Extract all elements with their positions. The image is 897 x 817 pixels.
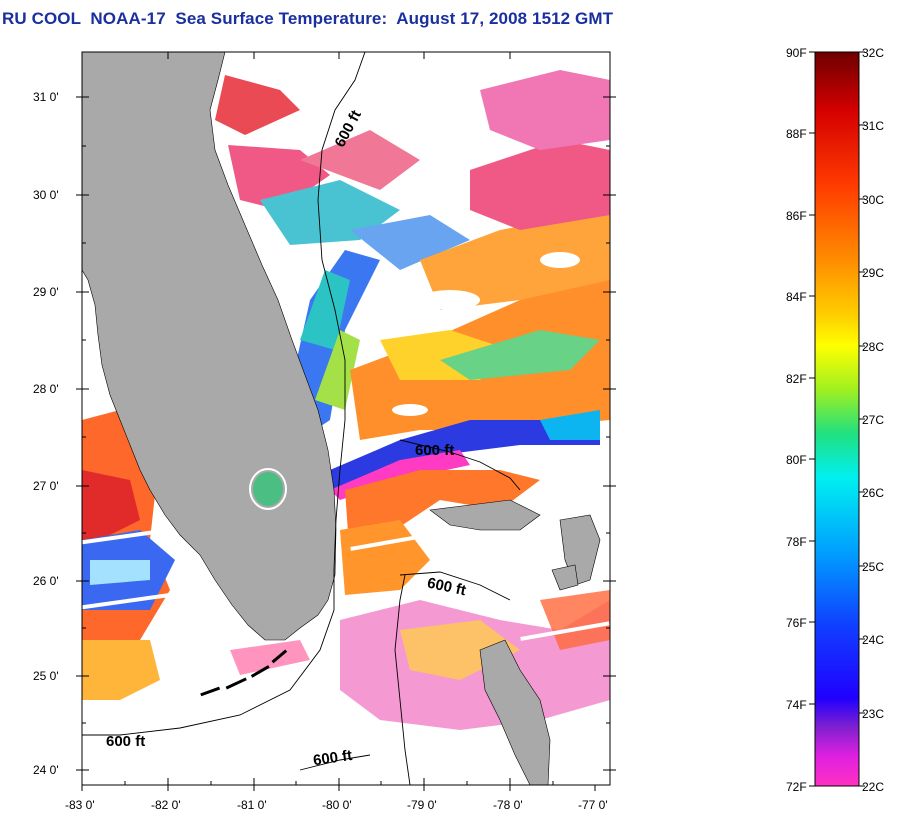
colorbar-c-label: 30C: [862, 193, 884, 207]
colorbar-c-labels: 32C 31C 30C 29C 28C 27C 26C 25C 24C 23C …: [862, 46, 884, 794]
colorbar-f-label: 84F: [786, 290, 807, 304]
florida-keys: [200, 649, 288, 697]
contour-label-gulfstream: 600 ft: [415, 442, 454, 459]
lat-label: 26 0': [33, 574, 59, 588]
lat-label: 24 0': [33, 763, 59, 777]
lon-label: -82 0': [151, 798, 181, 812]
colorbar-gradient: [814, 51, 860, 787]
colorbar-c-label: 32C: [862, 46, 884, 60]
lon-label: -80 0': [322, 798, 352, 812]
lon-label: -78 0': [493, 798, 523, 812]
lon-label: -77 0': [578, 798, 608, 812]
map-panel: [82, 52, 610, 785]
contour-label-south: 600 ft: [312, 747, 353, 769]
lon-label: -83 0': [65, 798, 95, 812]
colorbar-f-label: 72F: [786, 780, 807, 794]
page-title: RU COOL NOAA-17 Sea Surface Temperature:…: [2, 9, 614, 28]
colorbar-c-label: 28C: [862, 340, 884, 354]
colorbar-c-label: 27C: [862, 413, 884, 427]
isobath-600ft: [82, 52, 521, 785]
colorbar-c-label: 24C: [862, 633, 884, 647]
colorbar-f-label: 90F: [786, 46, 807, 60]
map-frame: [81, 51, 611, 786]
colorbar-f-label: 74F: [786, 698, 807, 712]
cloud-gaps: [82, 252, 610, 641]
colorbar-c-label: 25C: [862, 560, 884, 574]
colorbar-c-label: 31C: [862, 119, 884, 133]
lat-labels: 31 0' 30 0' 29 0' 28 0' 27 0' 26 0' 25 0…: [33, 90, 59, 777]
colorbar: 90F 88F 86F 84F 82F 80F 78F 76F 74F 72F …: [786, 46, 884, 794]
colorbar-c-label: 29C: [862, 266, 884, 280]
contour-label-southwest: 600 ft: [106, 733, 145, 750]
colorbar-f-label: 86F: [786, 209, 807, 223]
lat-label: 28 0': [33, 382, 59, 396]
colorbar-c-label: 23C: [862, 707, 884, 721]
colorbar-f-label: 88F: [786, 127, 807, 141]
lat-label: 27 0': [33, 479, 59, 493]
colorbar-c-label: 22C: [862, 780, 884, 794]
axis-ticks: [76, 52, 616, 791]
colorbar-f-labels: 90F 88F 86F 84F 82F 80F 78F 76F 74F 72F: [786, 46, 807, 794]
colorbar-f-label: 80F: [786, 453, 807, 467]
colorbar-c-label: 26C: [862, 486, 884, 500]
colorbar-f-label: 78F: [786, 535, 807, 549]
lat-label: 25 0': [33, 669, 59, 683]
colorbar-f-label: 82F: [786, 372, 807, 386]
bahamas-land: [429, 499, 541, 531]
lon-labels: -83 0' -82 0' -81 0' -80 0' -79 0' -78 0…: [65, 798, 608, 812]
lat-label: 30 0': [33, 188, 59, 202]
lat-label: 29 0': [33, 285, 59, 299]
lon-label: -79 0': [407, 798, 437, 812]
lon-label: -81 0': [237, 798, 267, 812]
lat-label: 31 0': [33, 90, 59, 104]
colorbar-f-label: 76F: [786, 616, 807, 630]
